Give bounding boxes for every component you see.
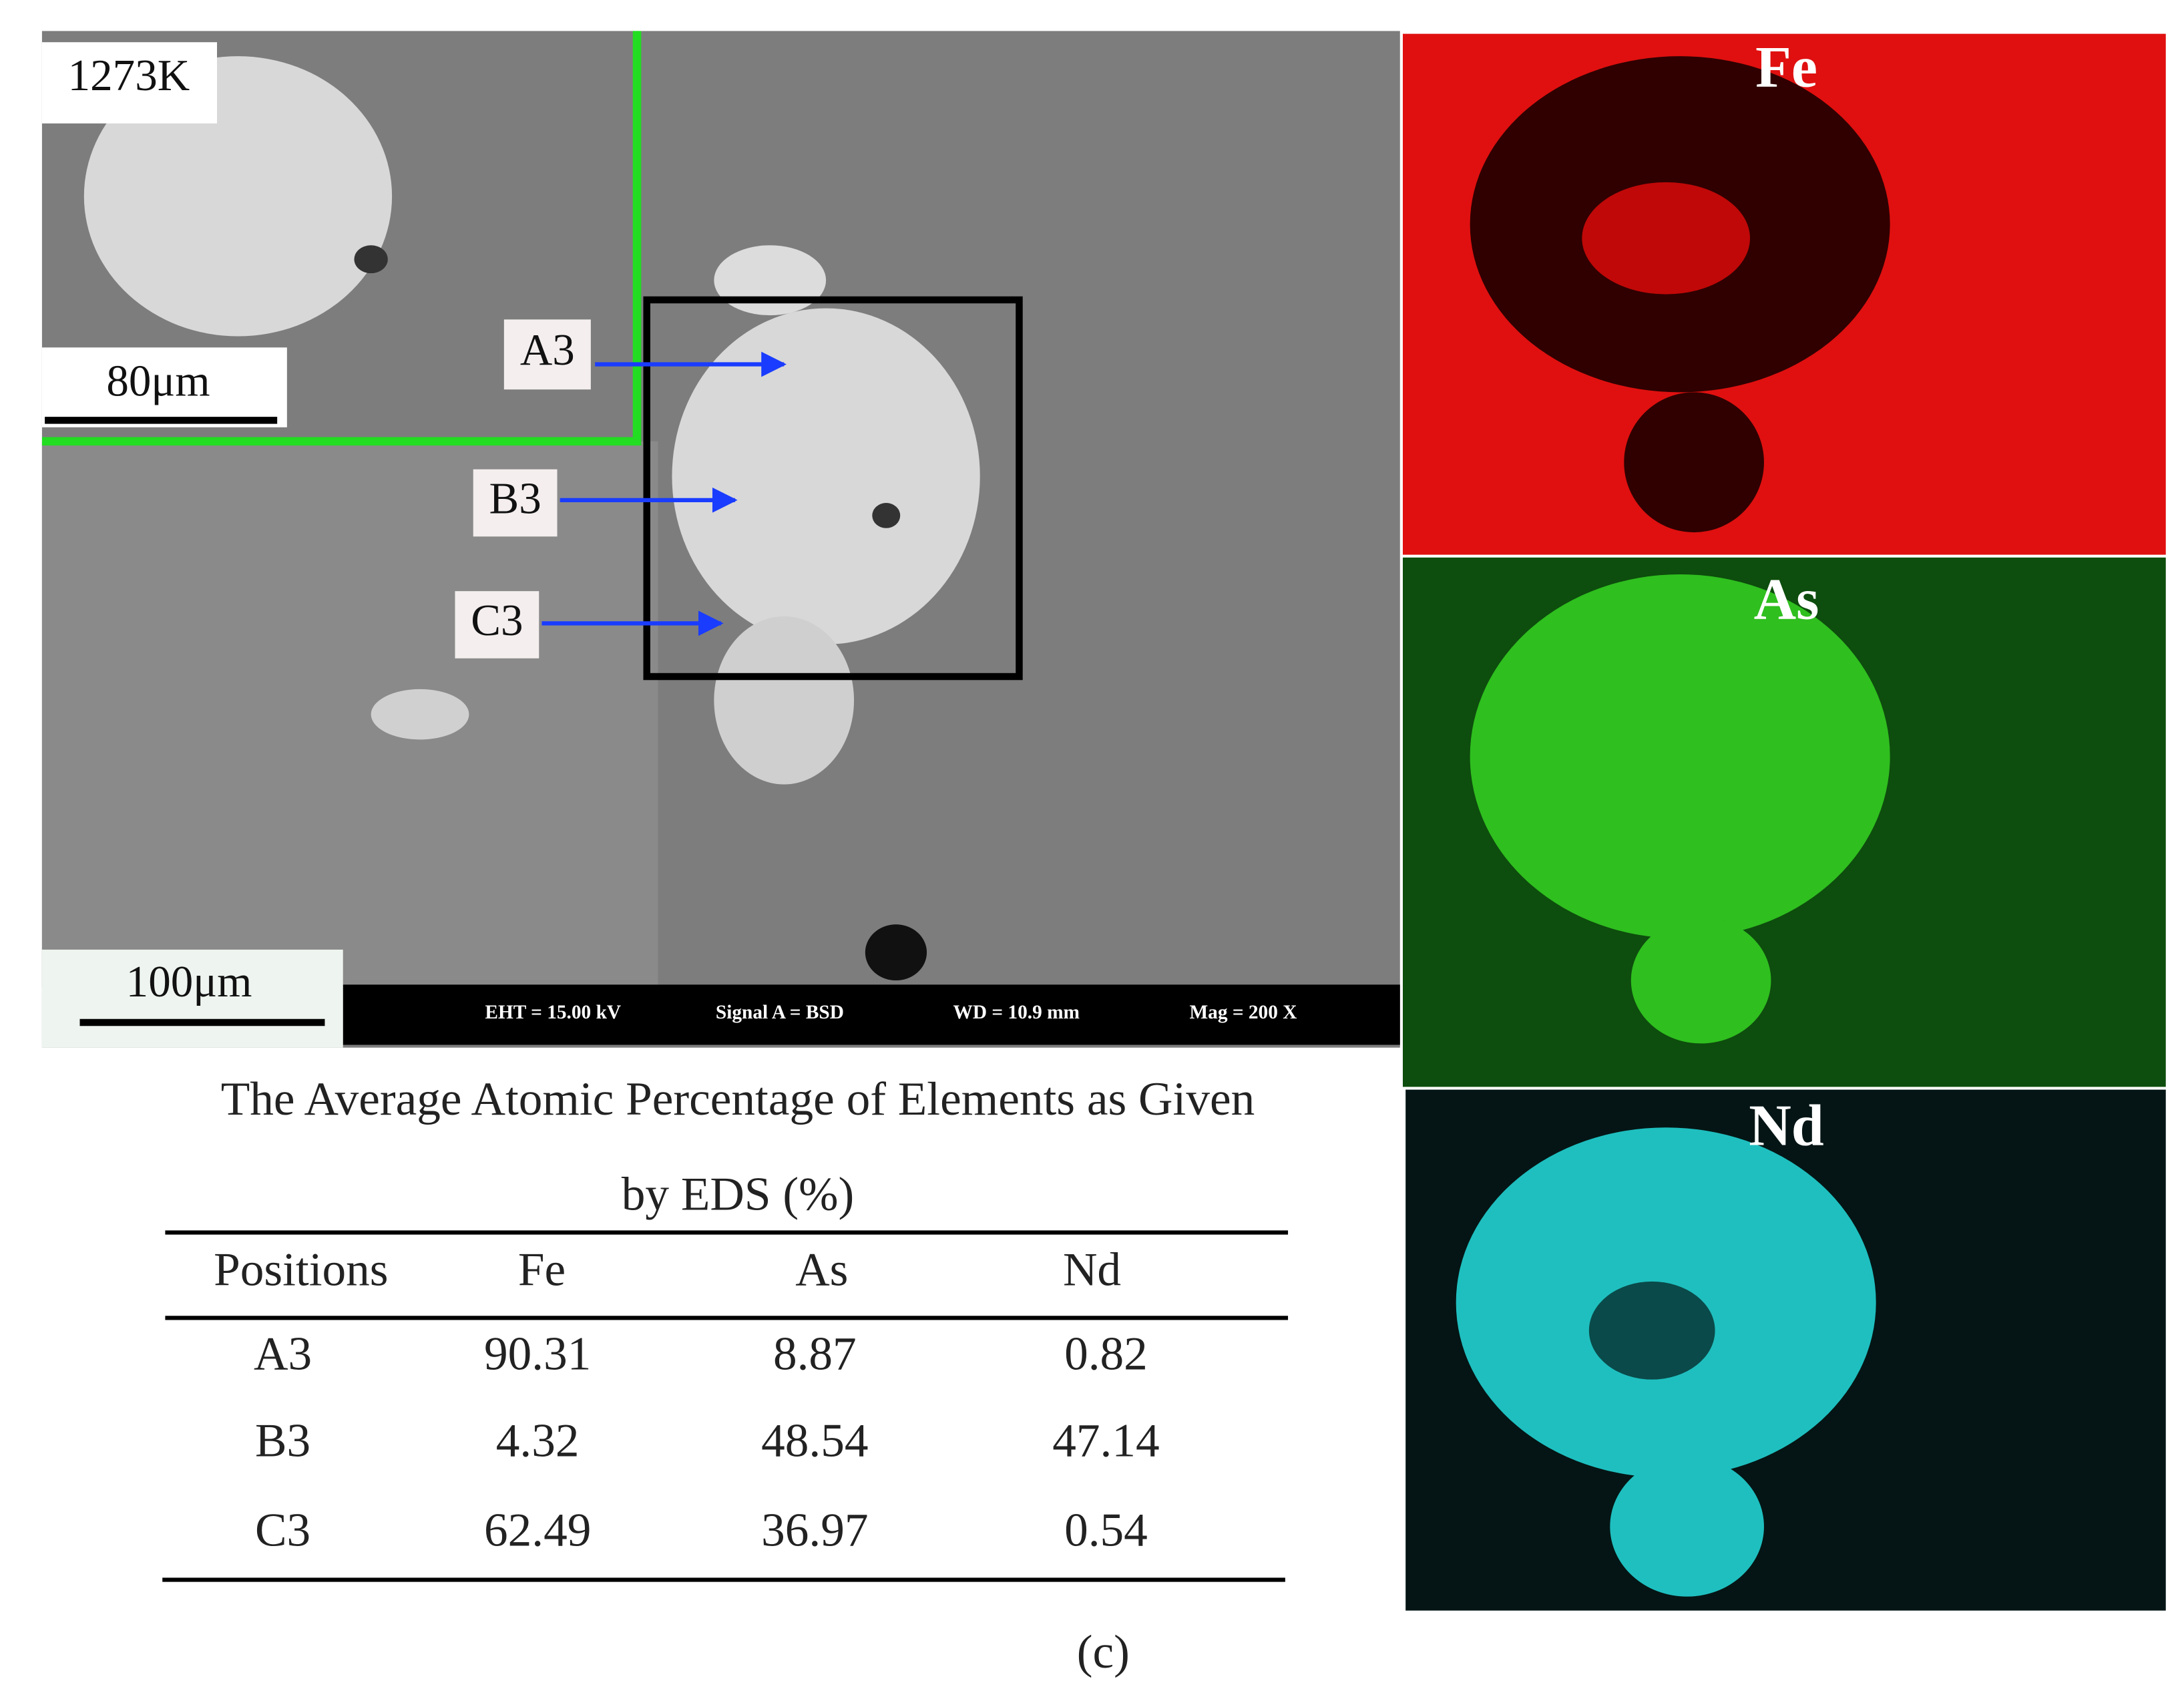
- table-header: As: [795, 1244, 848, 1296]
- point-label: B3: [489, 473, 541, 523]
- info-text: WD = 10.9 mm: [953, 1002, 1080, 1023]
- inset-border: [41, 31, 642, 446]
- sem-image: [41, 31, 1400, 1048]
- table-header: Positions: [214, 1244, 388, 1296]
- scale-label: 100μm: [126, 956, 252, 1006]
- table-cell: 90.31: [484, 1328, 591, 1380]
- table-cell: 8.87: [773, 1328, 857, 1380]
- label-box: [473, 469, 558, 537]
- caption: (c): [1077, 1626, 1130, 1678]
- table-cell: C3: [255, 1504, 310, 1557]
- point-label: A3: [520, 325, 575, 375]
- point-label: C3: [471, 595, 523, 645]
- label-box: [41, 42, 218, 124]
- element-label: Fe: [1755, 35, 1817, 100]
- table-cell: 4.32: [496, 1414, 580, 1467]
- table: Positions Fe As Nd A3 90.31 8.87 0.82 B3 4.32 48.5…: [214, 1244, 1160, 1557]
- region-box: [643, 296, 1023, 681]
- info-bar: [343, 984, 1400, 1045]
- info-text: Mag = 200 X: [1189, 1002, 1297, 1023]
- table-cell: 48.54: [761, 1414, 868, 1467]
- table-cell: 36.97: [761, 1504, 868, 1557]
- scale-label: 80μm: [106, 355, 210, 405]
- table-cell: B3: [255, 1414, 310, 1467]
- element-label: As: [1754, 567, 1819, 632]
- info-text: EHT = 15.00 kV: [485, 1002, 621, 1023]
- element-label: Nd: [1749, 1094, 1824, 1159]
- as-map: [1402, 557, 2166, 1087]
- label-box: [455, 591, 539, 658]
- temperature-label: 1273K: [68, 50, 190, 100]
- table-header: Fe: [518, 1244, 566, 1296]
- fe-map: [1402, 33, 2166, 555]
- scale-box: [41, 949, 343, 1048]
- table-cell: A3: [254, 1328, 312, 1380]
- table-cell: 0.54: [1064, 1504, 1148, 1557]
- table-title: by EDS (%): [622, 1168, 854, 1221]
- info-text: Signal A = BSD: [716, 1002, 844, 1023]
- nd-map: [1405, 1089, 2166, 1611]
- table-header: Nd: [1063, 1244, 1121, 1296]
- scale-box: [41, 347, 287, 427]
- table-cell: 0.82: [1064, 1328, 1148, 1380]
- table-title: The Average Atomic Percentage of Element…: [221, 1073, 1255, 1125]
- table-cell: 62.49: [484, 1504, 591, 1557]
- label-box: [503, 319, 591, 390]
- table-cell: 47.14: [1052, 1414, 1159, 1467]
